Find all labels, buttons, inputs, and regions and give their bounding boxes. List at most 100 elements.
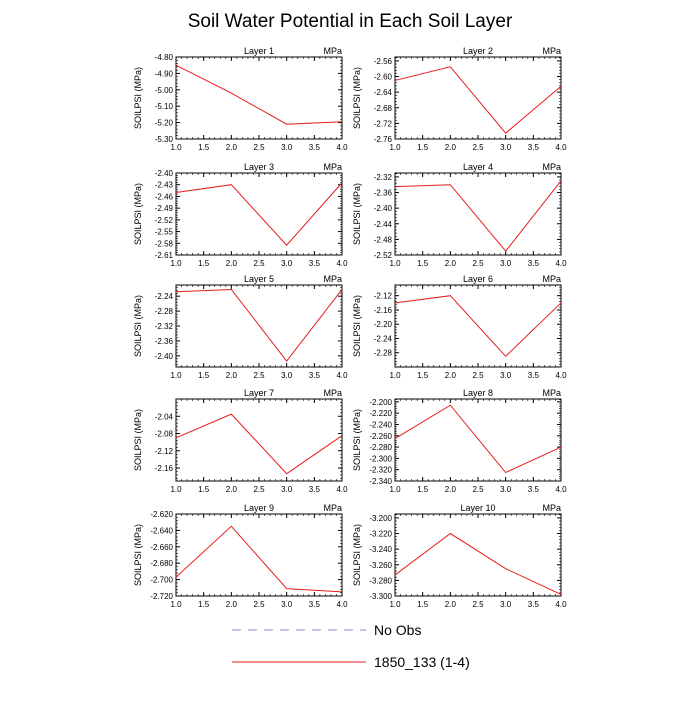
panel-layer-9: Layer 9 MPa SOILPSI (MPa) 1.0 1.5 2.0 2.5 3.0 3.… [133,503,348,609]
x-tick-label: 3.5 [528,371,540,380]
panel-frame [394,56,562,140]
y-tick-label: -2.620 [150,510,173,519]
x-tick-label: 3.0 [281,485,293,494]
series-line-1850-133 [394,404,562,474]
y-tick-label: -2.68 [374,104,393,113]
y-tick-label: -2.46 [155,192,174,201]
panel-title: Layer 1 [244,46,274,56]
y-tick-label: -2.44 [374,220,393,229]
y-tick-label: -2.08 [155,430,174,439]
panel-unit-label: MPa [542,274,561,284]
panel-unit-label: MPa [323,162,342,172]
panel-unit-label: MPa [323,503,342,513]
panel-layer-7: Layer 7 MPa SOILPSI (MPa) 1.0 1.5 2.0 2.5 3.0 3.… [133,388,348,494]
panel-frame [175,172,343,256]
x-tick-label: 1.5 [417,259,429,268]
y-tick-label: -2.700 [150,576,173,585]
x-tick-label: 2.0 [445,143,457,152]
series-line-1850-133 [175,182,343,246]
y-axis-label: SOILPSI (MPa) [133,183,143,245]
y-tick-label: -2.240 [369,420,392,429]
x-tick-label: 1.0 [170,259,182,268]
x-tick-label: 1.0 [170,485,182,494]
y-tick-label: -2.72 [374,119,393,128]
panel-title: Layer 5 [244,274,274,284]
y-tick-label: -2.640 [150,526,173,535]
x-tick-label: 1.5 [417,485,429,494]
panel-frame [175,56,343,140]
panel-title: Layer 10 [460,503,495,513]
y-tick-label: -2.16 [374,306,393,315]
panel-title: Layer 6 [463,274,493,284]
y-tick-label: -2.320 [369,466,392,475]
x-tick-label: 2.5 [472,143,484,152]
y-tick-label: -2.680 [150,559,173,568]
y-tick-label: -2.61 [155,251,174,260]
x-tick-label: 2.0 [445,600,457,609]
y-axis-label: SOILPSI (MPa) [352,409,362,471]
x-tick-label: 4.0 [555,259,567,268]
x-tick-label: 1.5 [198,259,210,268]
panel-title: Layer 7 [244,388,274,398]
panel-layer-10: Layer 10 MPa SOILPSI (MPa) 1.0 1.5 2.0 2.5 3.0 3… [352,503,567,609]
x-tick-label: 3.0 [500,485,512,494]
y-tick-label: -2.56 [374,57,393,66]
y-tick-label: -2.55 [155,228,174,237]
y-tick-label: -2.52 [155,216,174,225]
x-tick-label: 2.0 [226,371,238,380]
y-tick-label: -2.58 [155,239,174,248]
y-tick-label: -2.28 [155,307,174,316]
panel-frame [394,513,562,597]
x-tick-label: 2.5 [472,371,484,380]
x-tick-label: 2.5 [472,259,484,268]
y-axis-label: SOILPSI (MPa) [352,67,362,129]
panel-layer-2: Layer 2 MPa SOILPSI (MPa) 1.0 1.5 2.0 2.5 3.0 3.… [352,46,567,152]
x-tick-label: 3.5 [528,600,540,609]
x-tick-label: 4.0 [336,371,348,380]
y-tick-label: -2.260 [369,432,392,441]
x-tick-label: 3.5 [309,259,321,268]
y-tick-label: -2.60 [374,73,393,82]
x-tick-label: 1.0 [389,259,401,268]
series-line-1850-133 [175,525,343,593]
x-tick-label: 1.0 [389,143,401,152]
y-tick-label: -4.90 [155,69,174,78]
y-tick-label: -2.36 [155,337,174,346]
panel-title: Layer 3 [244,162,274,172]
x-tick-label: 3.5 [309,600,321,609]
y-tick-label: -3.300 [369,592,392,601]
x-tick-label: 1.0 [389,371,401,380]
y-tick-label: -2.76 [374,135,393,144]
x-tick-label: 2.5 [472,600,484,609]
panel-unit-label: MPa [323,274,342,284]
y-tick-label: -5.30 [155,135,174,144]
y-tick-label: -2.340 [369,477,392,486]
x-tick-label: 1.5 [417,371,429,380]
y-tick-label: -2.220 [369,409,392,418]
x-tick-label: 1.5 [198,143,210,152]
x-tick-label: 1.5 [198,485,210,494]
series-line-1850-133 [175,64,343,125]
y-tick-label: -2.300 [369,454,392,463]
x-tick-label: 2.5 [253,143,265,152]
y-tick-label: -2.12 [155,447,174,456]
x-tick-label: 3.0 [281,259,293,268]
x-tick-label: 3.5 [528,485,540,494]
y-tick-label: -2.32 [155,322,174,331]
panel-title: Layer 9 [244,503,274,513]
y-tick-label: -2.280 [369,443,392,452]
y-tick-label: -2.40 [374,204,393,213]
y-tick-label: -2.49 [155,204,174,213]
y-axis-label: SOILPSI (MPa) [352,524,362,586]
x-tick-label: 1.5 [198,371,210,380]
y-axis-label: SOILPSI (MPa) [133,524,143,586]
x-tick-label: 2.5 [253,485,265,494]
y-tick-label: -2.36 [374,189,393,198]
y-tick-label: -2.04 [155,412,174,421]
x-tick-label: 3.0 [281,600,293,609]
y-tick-label: -2.43 [155,181,174,190]
y-tick-label: -3.240 [369,545,392,554]
panel-title: Layer 4 [463,162,493,172]
panel-title: Layer 2 [463,46,493,56]
